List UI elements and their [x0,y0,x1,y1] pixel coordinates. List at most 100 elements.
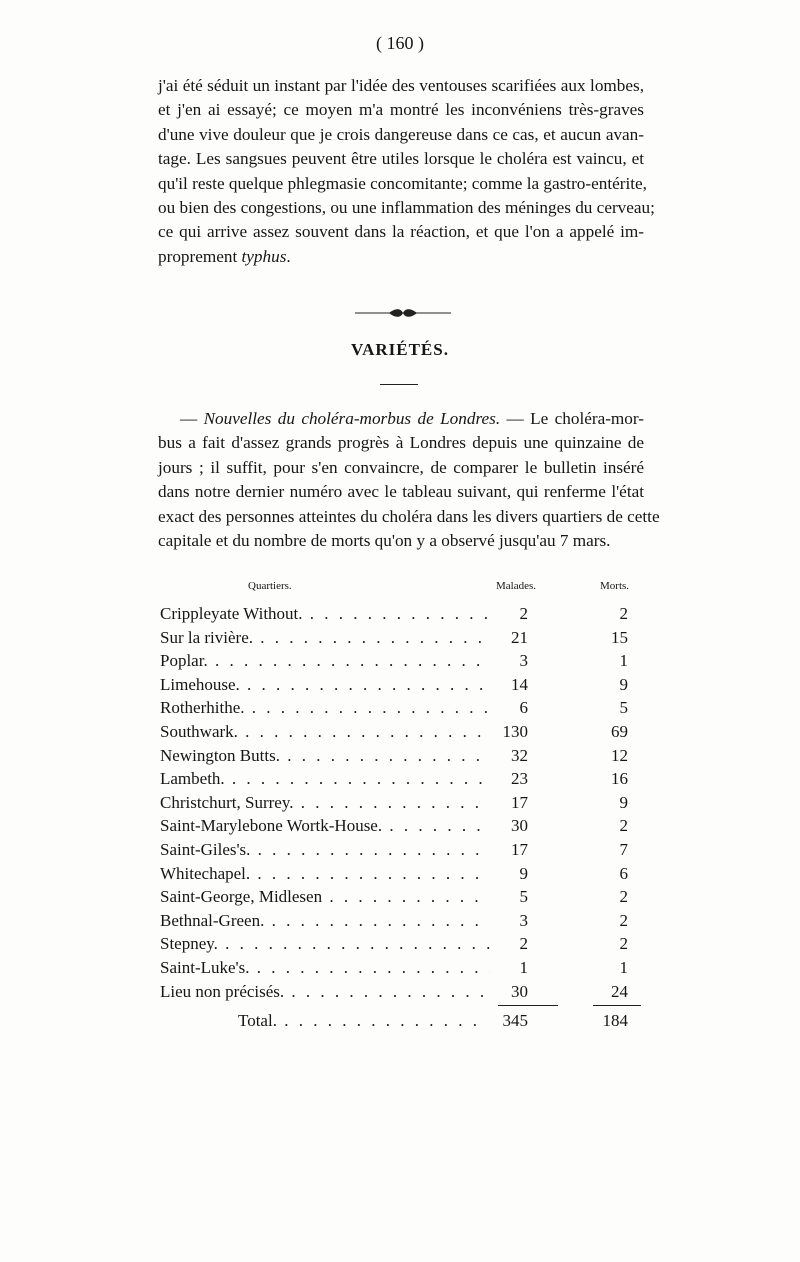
malades-value: 5 [519,887,529,907]
quartier-name: Christchurt, Surrey. [160,791,490,815]
table-row: Poplar. 3 1 [158,649,648,673]
malades-value: 130 [502,721,529,741]
malades-value: 3 [519,651,529,671]
table-row: Limehouse. 14 9 [158,673,648,697]
header-morts: Morts. [600,580,630,592]
quartier-name: Saint-George, Midlesen [160,885,490,909]
malades-value: 6 [519,698,529,718]
text-line: capitale et du nombre de morts qu'on y a… [158,531,611,551]
quartier-name: Saint-Marylebone Wortk-House. [160,814,490,838]
table-row: Saint-Giles's. 17 7 [158,838,648,862]
malades-value: 1 [519,957,529,977]
malades-value: 30 [511,981,528,1001]
section-heading: VARIÉTÉS. [351,340,449,359]
malades-value: 9 [519,863,529,883]
text-line: jours ; il suffit, pour s'en convaincre,… [158,457,644,477]
total-label: Total. [238,1009,488,1033]
table-row: Stepney. 2 2 [158,932,648,956]
morts-value: 2 [619,910,629,930]
malades-value: 17 [511,839,528,859]
malades-value: 32 [511,745,528,765]
morts-value: 6 [619,863,629,883]
table-row: Bethnal-Green. 3 2 [158,909,648,933]
malades-value: 17 [511,792,528,812]
table-row: Saint-Marylebone Wortk-House. 30 2 [158,814,648,838]
quartier-name: Crippleyate Without. [160,602,490,626]
text-span: proprement [158,246,242,266]
text-line: exact des personnes atteintes du choléra… [158,506,660,526]
sum-rules [158,1003,648,1009]
table-row: Newington Butts. 32 12 [158,744,648,768]
paragraph-continued: j'ai été séduit un instant par l'idée de… [158,74,655,269]
text-line: j'ai été séduit un instant par l'idée de… [158,76,644,95]
text-line: ou bien des congestions, ou une inflamma… [158,198,655,218]
table-row: Saint-Luke's. 1 1 [158,956,648,980]
text-line: proprement typhus. [158,245,644,269]
table-header: Quartiers. Malades. Morts. [158,580,648,602]
quartier-name: Limehouse. [160,673,490,697]
table-row: Saint-George, Midlesen 5 2 [158,885,648,909]
text-line: d'une vive douleur que je crois dangereu… [158,124,644,144]
quartier-name: Southwark. [160,720,490,744]
text-line: — Nouvelles du choléra-morbus de Londres… [158,407,644,431]
morts-value: 24 [611,981,628,1001]
morts-value: 2 [619,887,629,907]
quartier-name: Lambeth. [160,767,490,791]
quartier-name: Poplar. [160,649,490,673]
total-malades: 345 [502,1011,529,1031]
morts-value: 1 [619,651,629,671]
morts-value: 2 [619,934,629,954]
text-span: — [180,409,204,428]
morts-value: 9 [619,792,629,812]
quartier-name: Whitechapel. [160,862,490,886]
text-line: et j'en ai essayé; ce moyen m'a montré l… [158,100,644,120]
quartier-name: Saint-Giles's. [160,838,490,862]
quartier-name: Sur la rivière. [160,626,490,650]
morts-value: 2 [619,816,629,836]
malades-value: 2 [519,934,529,954]
quartier-name: Bethnal-Green. [160,909,490,933]
malades-value: 23 [511,769,528,789]
page-number: ( 160 ) [376,33,424,53]
table-row: Lambeth. 23 16 [158,767,648,791]
table-row: Southwark. 130 69 [158,720,648,744]
morts-value: 15 [611,627,628,647]
quartier-name: Newington Butts. [160,744,490,768]
article-title: Nouvelles du choléra-morbus de Londres. [203,409,501,428]
morts-value: 1 [619,957,629,977]
text-line: bus a fait d'assez grands progrès à Lond… [158,433,644,453]
paragraph-news: — Nouvelles du choléra-morbus de Londres… [158,407,660,553]
quartier-name: Stepney. [160,932,490,956]
ornament-divider [355,309,451,317]
quartier-name: Rotherhithe. [160,696,490,720]
table-row: Christchurt, Surrey. 17 9 [158,791,648,815]
morts-value: 16 [611,769,628,789]
total-row: Total. 345 184 [158,1009,648,1033]
text-line: tage. Les sangsues peuvent être utiles l… [158,149,644,169]
morts-value: 2 [619,604,629,623]
malades-value: 3 [519,910,529,930]
table-row: Whitechapel. 9 6 [158,862,648,886]
table-row: Lieu non précisés. 30 24 [158,980,648,1004]
morts-value: 9 [619,674,629,694]
cholera-table: Quartiers. Malades. Morts. Crippleyate W… [158,580,648,1033]
header-malades: Malades. [496,580,537,592]
malades-value: 14 [511,674,528,694]
divider [380,384,418,385]
text-line: qu'il reste quelque phlegmasie concomita… [158,173,647,193]
header-quartiers: Quartiers. [248,580,292,592]
text-line: dans notre dernier numéro avec le tablea… [158,482,644,502]
malades-value: 2 [519,604,529,623]
table-row: Rotherhithe. 6 5 [158,696,648,720]
table-row: Crippleyate Without. 2 2 [158,602,648,626]
quartier-name: Lieu non précisés. [160,980,490,1004]
malades-value: 21 [511,627,528,647]
malades-value: 30 [511,816,528,836]
italic-term: typhus [241,246,287,266]
text-line: ce qui arrive assez souvent dans la réac… [158,222,644,242]
morts-value: 69 [611,721,628,741]
quartier-name: Saint-Luke's. [160,956,490,980]
total-morts: 184 [602,1011,629,1031]
morts-value: 12 [611,745,628,765]
